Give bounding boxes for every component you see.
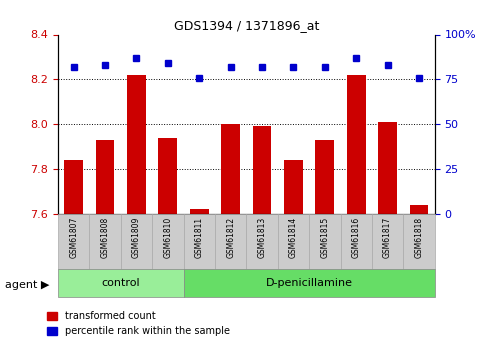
Bar — [403, 214, 435, 269]
Bar — [158, 138, 177, 214]
Title: GDS1394 / 1371896_at: GDS1394 / 1371896_at — [174, 19, 319, 32]
Text: GSM61812: GSM61812 — [226, 217, 235, 258]
Bar — [341, 214, 372, 269]
Bar — [89, 214, 121, 269]
Bar — [378, 122, 397, 214]
Text: control: control — [101, 278, 140, 288]
Text: GSM61814: GSM61814 — [289, 217, 298, 258]
Bar — [278, 214, 309, 269]
Bar — [184, 214, 215, 269]
Bar — [58, 214, 89, 269]
Bar — [284, 160, 303, 214]
Bar — [127, 75, 146, 214]
Bar — [96, 140, 114, 214]
Bar — [309, 214, 341, 269]
Bar — [221, 124, 240, 214]
Bar — [215, 214, 246, 269]
Text: GSM61810: GSM61810 — [163, 217, 172, 258]
Text: GSM61807: GSM61807 — [69, 217, 78, 258]
Text: agent ▶: agent ▶ — [5, 280, 49, 289]
Legend: transformed count, percentile rank within the sample: transformed count, percentile rank withi… — [43, 307, 234, 340]
Bar — [372, 214, 403, 269]
Text: GSM61815: GSM61815 — [320, 217, 329, 258]
Text: GSM61808: GSM61808 — [100, 217, 110, 258]
Text: GSM61816: GSM61816 — [352, 217, 361, 258]
Bar — [190, 209, 209, 214]
Bar — [246, 214, 278, 269]
Text: GSM61818: GSM61818 — [414, 217, 424, 258]
Text: GSM61813: GSM61813 — [257, 217, 267, 258]
Text: GSM61811: GSM61811 — [195, 217, 204, 258]
Bar — [410, 205, 428, 214]
Bar — [253, 127, 271, 214]
Bar — [58, 269, 184, 297]
Text: GSM61809: GSM61809 — [132, 217, 141, 258]
Text: D-penicillamine: D-penicillamine — [266, 278, 353, 288]
Bar — [184, 269, 435, 297]
Bar — [347, 75, 366, 214]
Text: GSM61817: GSM61817 — [383, 217, 392, 258]
Bar — [121, 214, 152, 269]
Bar — [64, 160, 83, 214]
Bar — [152, 214, 184, 269]
Bar — [315, 140, 334, 214]
